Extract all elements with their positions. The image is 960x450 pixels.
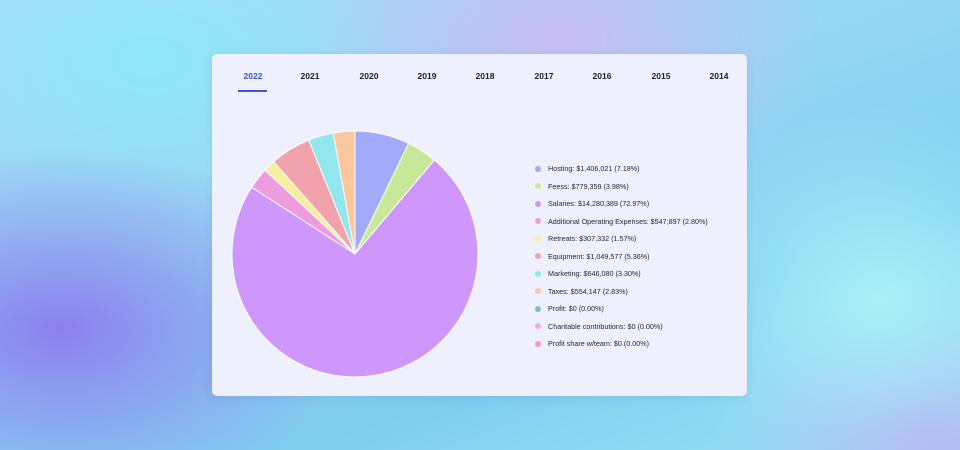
legend-label: Profit: $0 (0.00%) [548,304,604,314]
legend-label: Retreats: $307,332 (1.57%) [548,234,637,244]
legend-label: Feess: $779,359 (3.98%) [548,181,629,191]
legend-swatch [535,305,541,312]
legend-label: Equipment: $1,049,577 (5.36%) [548,251,650,261]
legend-item-equipment[interactable]: Equipment: $1,049,577 (5.36%) [535,248,708,266]
year-tabs: 2022 2021 2020 2019 2018 2017 2016 2015 … [212,54,747,94]
tab-2014[interactable]: 2014 [709,71,729,81]
tab-2017[interactable]: 2017 [534,71,554,81]
legend-label: Salaries: $14,280,389 (72.97%) [548,199,650,209]
legend-swatch [535,288,541,295]
pie-slice-taxes[interactable] [332,130,356,255]
legend-label: Additional Operating Expenses: $547,897 … [548,216,708,226]
legend-item-charitable-contributions[interactable]: Charitable contributions: $0 (0.00%) [535,318,708,336]
legend-label: Marketing: $646,080 (3.30%) [548,269,641,279]
tab-2016[interactable]: 2016 [592,71,612,81]
legend-item-taxes[interactable]: Taxes: $554,147 (2.83%) [535,283,708,301]
legend-item-profit-share-w-team[interactable]: Profit share w/team: $0 (0.00%) [535,335,708,353]
legend-item-additional-operating-expenses[interactable]: Additional Operating Expenses: $547,897 … [535,213,708,231]
tab-2022[interactable]: 2022 [243,71,263,81]
active-tab-indicator [238,90,267,92]
legend-label: Hosting: $1,406,021 (7.18%) [548,164,640,174]
tab-2018[interactable]: 2018 [475,71,495,81]
legend-label: Profit share w/team: $0 (0.00%) [548,339,650,349]
legend-swatch [535,235,541,242]
legend-item-marketing[interactable]: Marketing: $646,080 (3.30%) [535,265,708,283]
tab-2019[interactable]: 2019 [417,71,437,81]
legend-swatch [535,183,541,190]
legend-swatch [535,165,541,172]
legend-item-retreats[interactable]: Retreats: $307,332 (1.57%) [535,230,708,248]
legend-swatch [535,323,541,330]
legend-item-hosting[interactable]: Hosting: $1,406,021 (7.18%) [535,160,708,178]
tab-2015[interactable]: 2015 [651,71,671,81]
legend-swatch [535,270,541,277]
tab-2021[interactable]: 2021 [300,71,320,81]
legend-swatch [535,218,541,225]
legend-item-feess[interactable]: Feess: $779,359 (3.98%) [535,178,708,196]
legend-swatch [535,340,541,347]
legend-label: Charitable contributions: $0 (0.00%) [548,321,663,331]
legend-swatch [535,253,541,260]
legend-item-profit[interactable]: Profit: $0 (0.00%) [535,300,708,318]
chart-card: 2022 2021 2020 2019 2018 2017 2016 2015 … [212,54,747,396]
legend-item-salaries[interactable]: Salaries: $14,280,389 (72.97%) [535,195,708,213]
legend-swatch [535,200,541,207]
pie-chart [231,130,479,378]
legend-label: Taxes: $554,147 (2.83%) [548,286,628,296]
tab-2020[interactable]: 2020 [359,71,379,81]
chart-legend: Hosting: $1,406,021 (7.18%) Feess: $779,3… [535,160,708,353]
